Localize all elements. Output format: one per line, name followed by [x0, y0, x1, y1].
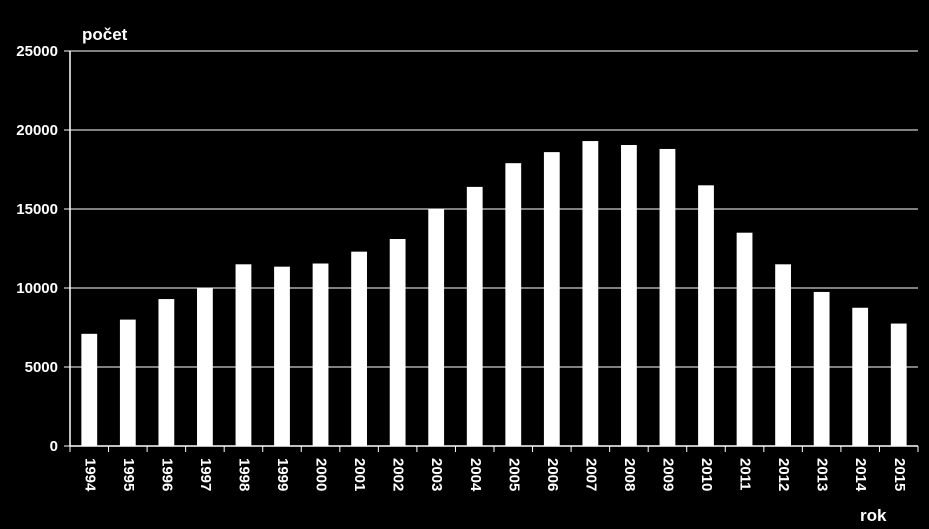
x-tick-label: 2007 [582, 458, 599, 491]
x-tick-label: 2001 [351, 458, 368, 491]
bar-1998 [235, 264, 252, 446]
x-tick-labels: 1994 1995 1996 1997 1998 1999 2000 2001 2002 2003… [81, 458, 907, 492]
bar-2002 [389, 239, 406, 446]
x-tick-label: 1999 [274, 458, 291, 491]
y-tick-label: 25000 [16, 43, 58, 60]
bar-2013 [813, 291, 830, 446]
x-tick-label: 2014 [852, 458, 869, 492]
bar-2006 [543, 152, 560, 446]
bar-1997 [197, 288, 213, 446]
bar-2001 [351, 251, 367, 446]
x-tick-label: 1995 [120, 458, 137, 491]
bar-2003 [428, 209, 445, 446]
x-tick-label: 2010 [698, 458, 715, 491]
x-tick-label: 2015 [891, 458, 908, 491]
x-tick-label: 1998 [235, 458, 252, 491]
x-tick-label: 2002 [390, 458, 407, 491]
bar-2015 [890, 323, 907, 446]
x-tick-label: 2000 [313, 458, 330, 491]
axes [64, 50, 919, 452]
x-tick-label: 2005 [505, 458, 522, 491]
bar-2004 [466, 186, 483, 446]
x-tick-label: 2004 [467, 458, 484, 492]
y-tick-label: 10000 [16, 280, 58, 297]
bar-2005 [505, 163, 522, 446]
y-tick-labels: 0 5000 10000 15000 20000 25000 [16, 43, 58, 455]
y-tick-label: 0 [50, 438, 58, 455]
x-tick-label: 2003 [428, 458, 445, 491]
x-tick-label: 2009 [659, 458, 676, 491]
bar-1996 [158, 299, 175, 446]
x-tick-label: 2006 [544, 458, 561, 491]
x-tick-label: 1994 [81, 458, 98, 492]
y-tick-label: 15000 [16, 201, 58, 218]
bar-2000 [312, 263, 329, 446]
bar-2012 [775, 264, 791, 446]
x-tick-label: 2012 [775, 458, 792, 491]
bar-1994 [81, 333, 98, 446]
x-tick-label: 1997 [197, 458, 214, 491]
bar-2008 [621, 145, 637, 446]
bar-1995 [119, 319, 136, 446]
x-tick-label: 2008 [621, 458, 638, 491]
x-tick-label: 1996 [158, 458, 175, 491]
bars [81, 141, 907, 447]
y-axis-title: počet [82, 25, 128, 44]
bar-2009 [659, 148, 676, 446]
bar-2011 [736, 232, 753, 446]
x-axis-title: rok [860, 506, 887, 525]
x-tick-label: 2013 [814, 458, 831, 491]
bar-2007 [582, 141, 599, 446]
bar-1999 [274, 266, 290, 446]
y-tick-label: 5000 [25, 359, 58, 376]
x-tick-label: 2011 [737, 458, 754, 491]
y-tick-label: 20000 [16, 122, 58, 139]
bar-2010 [698, 185, 714, 447]
bar-2014 [852, 307, 869, 446]
